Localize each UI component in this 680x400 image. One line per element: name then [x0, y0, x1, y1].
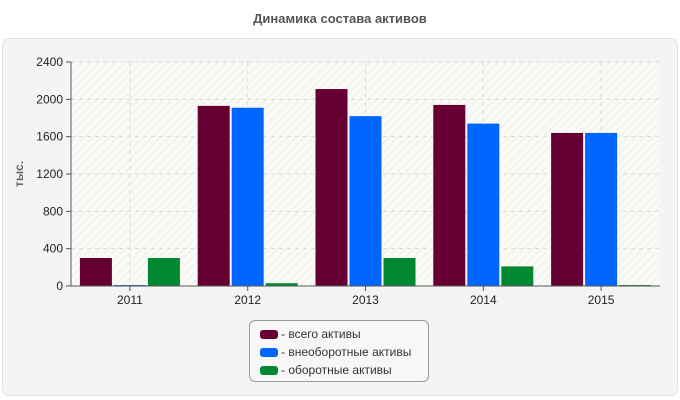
y-tick-label: 800	[43, 204, 63, 218]
chart-legend: - всего активы - внеоборотные активы - обо…	[249, 320, 429, 382]
y-tick-label: 400	[43, 242, 63, 256]
y-axis-label: тыс.	[12, 161, 26, 187]
legend-item: - оборотные активы	[250, 361, 428, 379]
bar	[551, 132, 584, 286]
legend-item: - внеоборотные активы	[250, 343, 428, 361]
legend-swatch	[260, 329, 278, 339]
x-tick-label: 2012	[234, 293, 261, 307]
legend-label: - всего активы	[281, 327, 361, 341]
legend-label: - оборотные активы	[281, 363, 392, 377]
bar	[197, 105, 230, 286]
x-tick-label: 2011	[117, 293, 143, 307]
bar	[585, 132, 618, 286]
legend-swatch	[260, 365, 278, 375]
x-tick-label: 2014	[470, 293, 497, 307]
bar	[231, 107, 264, 286]
bar	[501, 266, 534, 286]
bar	[265, 283, 298, 286]
y-tick-label: 2400	[36, 55, 63, 69]
y-tick-label: 0	[56, 279, 63, 293]
bar	[315, 89, 348, 286]
bar	[79, 258, 112, 286]
x-tick-label: 2013	[352, 293, 379, 307]
bar	[433, 104, 466, 286]
y-tick-label: 2000	[36, 92, 63, 106]
legend-swatch	[260, 347, 278, 357]
legend-item: - всего активы	[250, 325, 428, 343]
legend-label: - внеоборотные активы	[281, 345, 412, 359]
y-tick-label: 1600	[36, 130, 63, 144]
bar	[467, 123, 500, 286]
chart-title: Динамика состава активов	[253, 11, 427, 26]
bar	[383, 258, 416, 286]
bar	[349, 116, 382, 286]
bar	[147, 258, 180, 286]
y-tick-label: 1200	[36, 167, 63, 181]
x-tick-label: 2015	[588, 293, 615, 307]
